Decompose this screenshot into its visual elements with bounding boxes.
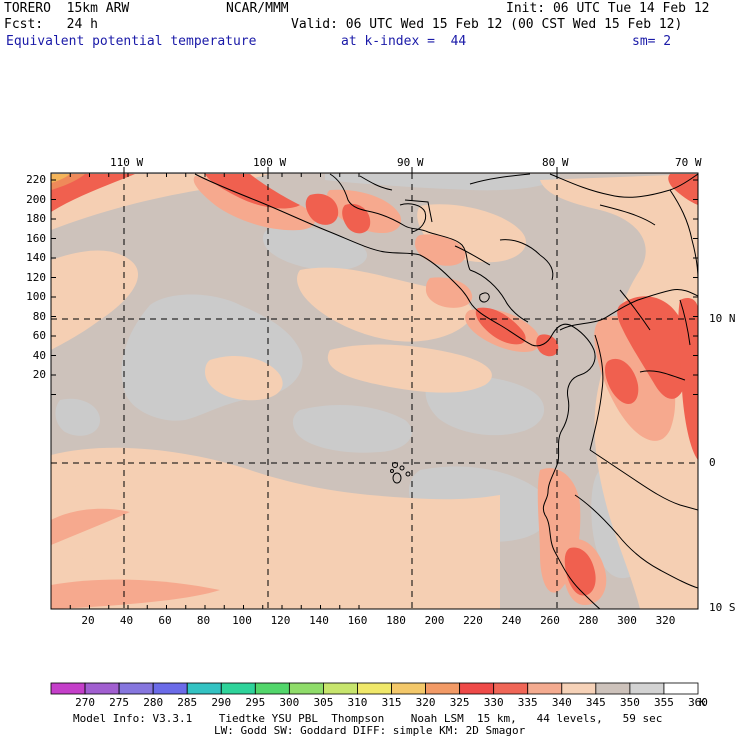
theta-330-region (51, 174, 698, 596)
x-tick-label: 60 (158, 614, 172, 627)
lon-label: 110 W (110, 156, 144, 169)
y-tick-label: 20 (32, 368, 46, 381)
colorbar-label: 275 (109, 696, 130, 709)
lon-label: 90 W (397, 156, 424, 169)
y-tick-label: 120 (26, 270, 46, 284)
smoothing-info: sm= 2 (632, 34, 672, 49)
y-tick-label: 60 (32, 329, 46, 342)
x-tick-label: 40 (119, 614, 134, 627)
colorbar-swatch (663, 682, 699, 695)
model-info-line1: Model Info: V3.3.1 Tiedtke YSU PBL Thomp… (73, 712, 663, 725)
lon-label: 70 W (675, 156, 702, 169)
colorbar-label: 300 (279, 696, 300, 709)
colorbar-label: 270 (75, 696, 95, 709)
colorbar-label: 350 (619, 696, 640, 709)
colorbar-swatch (595, 682, 631, 695)
x-tick-label: 20 (81, 614, 95, 627)
center-name: NCAR/MMM (226, 1, 289, 16)
colorbar-label: 355 (654, 696, 674, 709)
colorbar-unit: K (699, 696, 706, 709)
model-name: TORERO 15km ARW (4, 1, 130, 16)
colorbar-label: 280 (143, 696, 164, 709)
colorbar-swatch (561, 682, 597, 695)
colorbar-swatch (84, 682, 120, 695)
x-tick-label: 160 (347, 614, 368, 627)
y-tick-label: 180 (26, 212, 46, 225)
lat-label: 0 (709, 456, 716, 469)
colorbar-label: 285 (177, 696, 198, 709)
lat-label: 10 S (709, 601, 736, 614)
y-tick-label: 160 (26, 231, 46, 245)
x-tick-label: 300 (617, 614, 637, 627)
forecast-hour: Fcst: 24 h (4, 17, 98, 32)
y-tick-label: 40 (32, 348, 46, 362)
colorbar-label: 315 (381, 696, 402, 709)
colorbar-label: 345 (585, 696, 606, 709)
axis-ticks (50, 167, 698, 609)
model-info-line2: LW: Godd SW: Goddard DIFF: simple KM: 2D… (214, 724, 526, 737)
colorbar-swatch (288, 682, 324, 695)
colorbar (50, 682, 699, 695)
colorbar-swatch (357, 682, 392, 695)
colorbar-label: 335 (517, 696, 538, 709)
colorbar-swatch (493, 682, 529, 695)
level-info: at k-index = 44 (341, 34, 467, 49)
colorbar-label: 290 (211, 696, 232, 709)
init-time: Init: 06 UTC Tue 14 Feb 12 (506, 1, 710, 16)
y-tick-label: 140 (26, 251, 46, 264)
theta-320-region (51, 174, 85, 190)
galapagos-islands (390, 462, 411, 484)
colorbar-swatch (50, 682, 86, 695)
x-tick-label: 180 (386, 614, 406, 627)
x-tick-label: 240 (501, 614, 522, 627)
colorbar-swatch (391, 682, 426, 695)
colorbar-swatch (425, 682, 461, 695)
colorbar-swatch (220, 682, 256, 695)
colorbar-label: 305 (313, 696, 334, 709)
y-tick-label: 200 (26, 192, 46, 206)
x-tick-label: 220 (463, 614, 483, 627)
x-tick-label: 140 (309, 614, 329, 627)
x-tick-label: 280 (578, 614, 599, 627)
colorbar-label: 320 (415, 696, 436, 709)
x-tick-label: 80 (196, 614, 211, 627)
colorbar-label: 330 (483, 696, 504, 709)
colorbar-label: 310 (347, 696, 368, 709)
x-tick-label: 200 (424, 614, 445, 627)
colorbar-label: 340 (551, 696, 572, 709)
y-tick-label: 220 (26, 173, 46, 186)
colorbar-swatch (254, 682, 290, 695)
x-tick-label: 320 (655, 614, 676, 627)
valid-time: Valid: 06 UTC Wed 15 Feb 12 (00 CST Wed … (291, 17, 683, 32)
y-tick-label: 80 (32, 309, 46, 323)
x-tick-label: 260 (540, 614, 560, 627)
lat-label: 10 N (709, 312, 736, 325)
colorbar-swatch (323, 682, 358, 695)
lon-label: 80 W (542, 156, 569, 169)
y-tick-label: 100 (26, 290, 46, 303)
colorbar-label: 295 (245, 696, 266, 709)
colorbar-swatch (118, 682, 154, 695)
x-tick-label: 100 (232, 614, 252, 627)
lon-label: 100 W (253, 156, 287, 169)
map-frame (50, 172, 699, 610)
colorbar-swatch (152, 682, 188, 695)
coastlines (194, 173, 698, 609)
colorbar-label: 360 (688, 696, 708, 709)
colorbar-label: 325 (449, 696, 470, 709)
colorbar-swatch (186, 682, 222, 695)
x-tick-label: 120 (270, 614, 291, 627)
colorbar-swatch (459, 682, 495, 695)
colorbar-swatch (629, 682, 665, 695)
field-name: Equivalent potential temperature (6, 34, 257, 49)
colorbar-swatch (527, 682, 563, 695)
lat-lon-grid (51, 173, 698, 609)
